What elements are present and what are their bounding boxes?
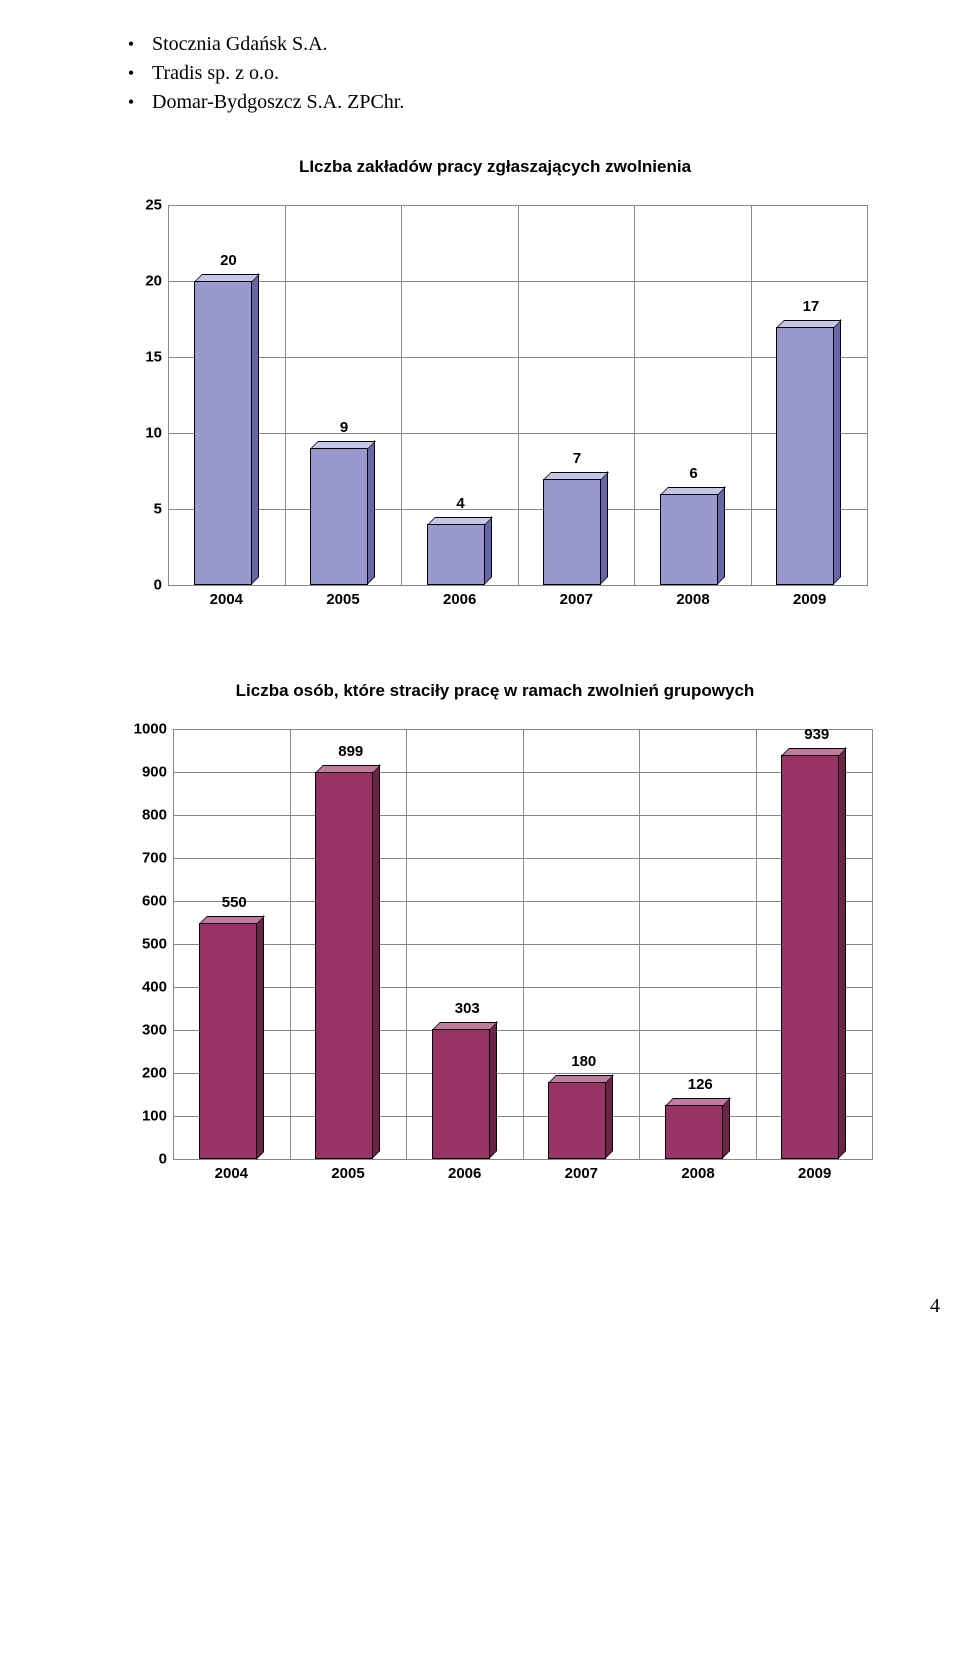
bar-value-label: 939 [804, 726, 829, 743]
bar-value-label: 550 [222, 894, 247, 911]
bar-value-label: 180 [571, 1053, 596, 1070]
ytick-label: 100 [142, 1108, 167, 1125]
ytick-label: 900 [142, 764, 167, 781]
bar-column: 303 [407, 729, 524, 1159]
xtick-label: 2008 [640, 1161, 757, 1185]
ytick-label: 10 [145, 425, 162, 442]
chart2-title: Liczba osób, które straciły pracę w rama… [110, 681, 880, 701]
xtick-label: 2004 [173, 1161, 290, 1185]
ytick-label: 400 [142, 979, 167, 996]
ytick-label: 700 [142, 850, 167, 867]
bar-column: 126 [640, 729, 757, 1159]
chart1: 0510152025209476172004200520062007200820… [118, 205, 872, 611]
xtick-label: 2007 [523, 1161, 640, 1185]
bar-column: 20 [169, 205, 286, 585]
bullet-item: Domar-Bydgoszcz S.A. ZPChr. [110, 88, 880, 117]
bar: 899 [315, 764, 381, 1159]
bullet-text: Stocznia Gdańsk S.A. [152, 33, 328, 55]
bar: 939 [781, 747, 847, 1159]
bar-value-label: 899 [338, 743, 363, 760]
xtick-label: 2009 [751, 587, 868, 611]
bar: 17 [776, 319, 842, 585]
bar: 20 [194, 273, 260, 585]
bullet-item: Stocznia Gdańsk S.A. [110, 30, 880, 59]
ytick-label: 0 [159, 1151, 167, 1168]
bar-column: 17 [752, 205, 869, 585]
ytick-label: 200 [142, 1065, 167, 1082]
xtick-label: 2009 [756, 1161, 873, 1185]
xtick-label: 2007 [518, 587, 635, 611]
bar: 7 [543, 471, 609, 585]
bullet-item: Tradis sp. z o.o. [110, 59, 880, 88]
ytick-label: 0 [154, 577, 162, 594]
bar-column: 4 [402, 205, 519, 585]
xtick-label: 2005 [290, 1161, 407, 1185]
bar-value-label: 7 [573, 450, 581, 467]
bar: 550 [199, 915, 265, 1160]
bar-value-label: 4 [456, 495, 464, 512]
bar-column: 6 [635, 205, 752, 585]
bar-value-label: 20 [220, 252, 237, 269]
xtick-label: 2006 [401, 587, 518, 611]
ytick-label: 600 [142, 893, 167, 910]
ytick-label: 5 [154, 501, 162, 518]
chart2: 0100200300400500600700800900100055089930… [113, 729, 877, 1185]
bar: 126 [665, 1097, 731, 1159]
chart1-title: LIczba zakładów pracy zgłaszających zwol… [110, 157, 880, 177]
ytick-label: 300 [142, 1022, 167, 1039]
bar-column: 550 [174, 729, 291, 1159]
bar: 180 [548, 1074, 614, 1159]
xtick-label: 2006 [406, 1161, 523, 1185]
bar-value-label: 17 [803, 298, 820, 315]
bar-value-label: 6 [689, 465, 697, 482]
bullet-text: Domar-Bydgoszcz S.A. ZPChr. [152, 91, 404, 113]
bar-column: 939 [757, 729, 874, 1159]
bar: 6 [660, 486, 726, 585]
ytick-label: 25 [145, 197, 162, 214]
bar: 4 [427, 516, 493, 585]
ytick-label: 20 [145, 273, 162, 290]
bar-value-label: 303 [455, 1000, 480, 1017]
xtick-label: 2004 [168, 587, 285, 611]
bar-column: 899 [291, 729, 408, 1159]
bar: 303 [432, 1021, 498, 1159]
page-number: 4 [0, 1285, 960, 1348]
bar-column: 180 [524, 729, 641, 1159]
xtick-label: 2008 [635, 587, 752, 611]
xtick-label: 2005 [285, 587, 402, 611]
bar: 9 [310, 440, 376, 585]
ytick-label: 800 [142, 807, 167, 824]
bullet-list: Stocznia Gdańsk S.A. Tradis sp. z o.o. D… [110, 30, 880, 117]
bar-column: 7 [519, 205, 636, 585]
ytick-label: 15 [145, 349, 162, 366]
ytick-label: 1000 [134, 721, 167, 738]
bar-column: 9 [286, 205, 403, 585]
bullet-text: Tradis sp. z o.o. [152, 62, 279, 84]
bar-value-label: 126 [688, 1076, 713, 1093]
bar-value-label: 9 [340, 419, 348, 436]
ytick-label: 500 [142, 936, 167, 953]
